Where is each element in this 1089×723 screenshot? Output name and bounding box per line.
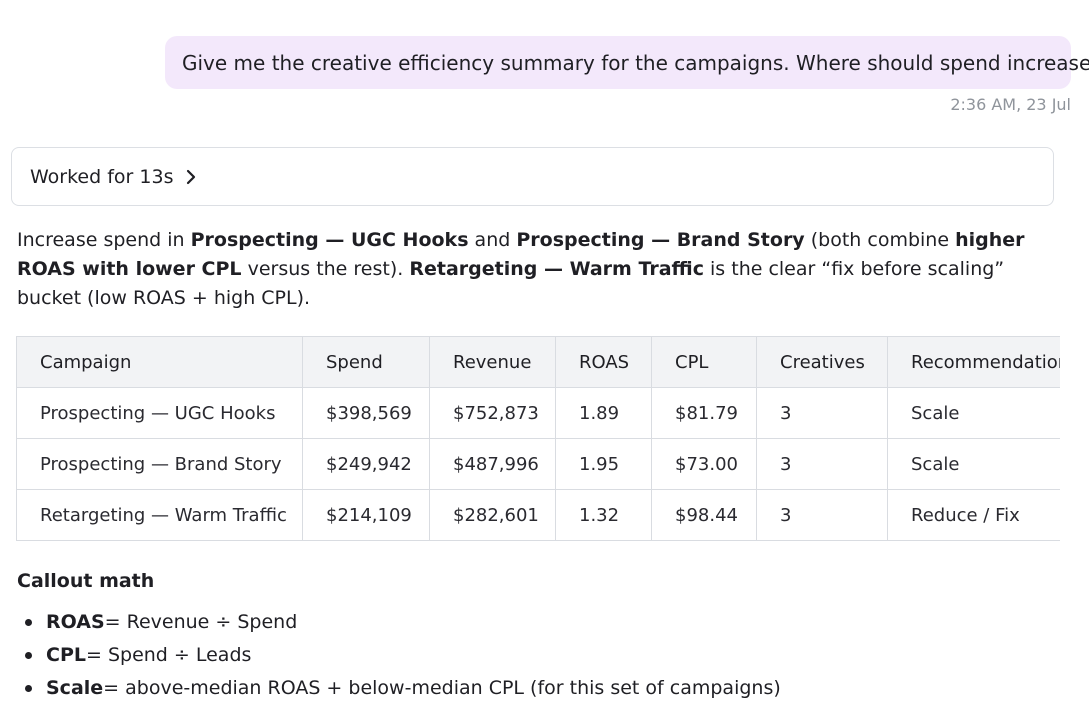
table-cell: Scale	[887, 387, 1060, 439]
bullet-icon	[25, 652, 32, 659]
column-header: ROAS	[555, 336, 652, 388]
table-cell: $98.44	[651, 489, 757, 541]
user-message-text: Give me the creative efficiency summary …	[182, 50, 1089, 75]
table-cell: 3	[756, 438, 888, 490]
answer-bold: higher ROAS with lower CPL	[17, 229, 1025, 280]
answer-bold: Prospecting — UGC Hooks	[190, 229, 469, 251]
callout-text: = Revenue ÷ Spend	[104, 611, 298, 633]
table-header-row: Campaign Spend Revenue ROAS CPL Creative…	[16, 336, 1060, 388]
table-cell: 1.89	[555, 387, 652, 439]
list-item: ROAS = Revenue ÷ Spend	[25, 606, 781, 639]
table-cell: 3	[756, 489, 888, 541]
column-header: Revenue	[429, 336, 556, 388]
table-cell: Prospecting — UGC Hooks	[16, 387, 303, 439]
chevron-right-icon	[185, 169, 197, 185]
table-cell: $752,873	[429, 387, 556, 439]
table-row: Prospecting — Brand Story $249,942 $487,…	[16, 438, 1060, 490]
answer-text: is the clear “fix before scaling” bucket…	[17, 258, 1005, 309]
table-cell: $398,569	[302, 387, 430, 439]
answer-text: Increase spend in	[17, 229, 191, 251]
list-item: Scale = above-median ROAS + below-median…	[25, 672, 781, 705]
user-message-bubble: Give me the creative efficiency summary …	[165, 36, 1089, 89]
table-cell: 3	[756, 387, 888, 439]
table-cell: 1.95	[555, 438, 652, 490]
callout-term: Scale	[46, 677, 104, 699]
callout-title: Callout math	[17, 570, 155, 592]
callout-term: ROAS	[46, 611, 105, 633]
column-header: Creatives	[756, 336, 888, 388]
list-item: CPL = Spend ÷ Leads	[25, 639, 781, 672]
table-row: Prospecting — UGC Hooks $398,569 $752,87…	[16, 387, 1060, 439]
answer-text: (both combine	[804, 229, 956, 251]
table-cell: $73.00	[651, 438, 757, 490]
column-header: CPL	[651, 336, 757, 388]
table-cell: 1.32	[555, 489, 652, 541]
column-header: Recommendation	[887, 336, 1060, 388]
table-cell: $282,601	[429, 489, 556, 541]
answer-text: and	[468, 229, 517, 251]
bullet-icon	[25, 619, 32, 626]
table-cell: $487,996	[429, 438, 556, 490]
answer-bold: Retargeting — Warm Traffic	[409, 258, 704, 280]
table-cell: Reduce / Fix	[887, 489, 1060, 541]
bullet-icon	[25, 685, 32, 692]
callout-text: = Spend ÷ Leads	[85, 644, 252, 666]
callout-text: = above-median ROAS + below-median CPL (…	[103, 677, 781, 699]
worked-for-label: Worked for 13s	[30, 165, 174, 188]
table-cell: Retargeting — Warm Traffic	[16, 489, 303, 541]
campaign-table: Campaign Spend Revenue ROAS CPL Creative…	[16, 336, 1060, 541]
answer-text: versus the rest).	[241, 258, 410, 280]
callout-term: CPL	[46, 644, 86, 666]
callout-list: ROAS = Revenue ÷ Spend CPL = Spend ÷ Lea…	[25, 606, 781, 705]
table-cell: $81.79	[651, 387, 757, 439]
answer-bold: Prospecting — Brand Story	[516, 229, 805, 251]
table-row: Retargeting — Warm Traffic $214,109 $282…	[16, 489, 1060, 541]
campaign-table-container[interactable]: Campaign Spend Revenue ROAS CPL Creative…	[16, 336, 1060, 544]
column-header: Spend	[302, 336, 430, 388]
message-timestamp: 2:36 AM, 23 Jul	[950, 95, 1071, 114]
table-cell: Prospecting — Brand Story	[16, 438, 303, 490]
assistant-answer-paragraph: Increase spend in Prospecting — UGC Hook…	[17, 226, 1067, 313]
table-cell: $214,109	[302, 489, 430, 541]
table-cell: Scale	[887, 438, 1060, 490]
worked-for-toggle[interactable]: Worked for 13s	[11, 147, 1054, 206]
table-cell: $249,942	[302, 438, 430, 490]
column-header: Campaign	[16, 336, 303, 388]
